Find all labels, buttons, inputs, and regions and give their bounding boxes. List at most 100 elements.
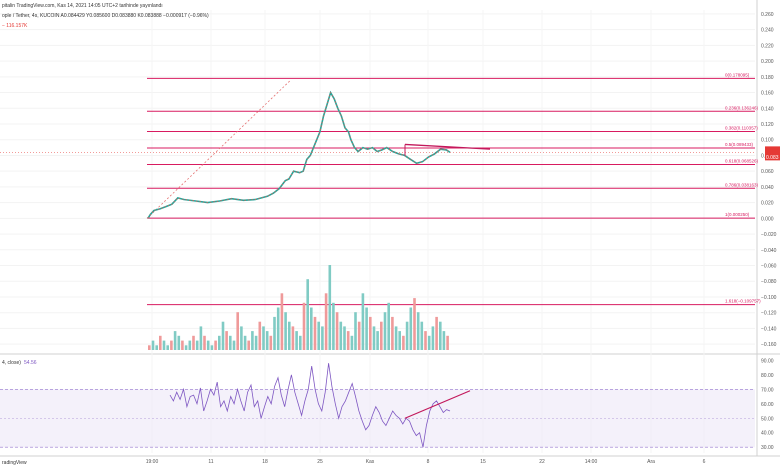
- price-badge: [765, 146, 780, 161]
- fib-level-label: 1.618(−0.109757): [725, 299, 761, 304]
- time-tick-label: 19:00: [146, 459, 159, 465]
- volume-bar: [258, 321, 262, 350]
- volume-bar: [284, 312, 287, 350]
- volume-bar: [170, 340, 173, 350]
- volume-bar: [446, 335, 449, 350]
- volume-bar: [203, 335, 206, 350]
- volume-bar: [328, 265, 332, 350]
- fib-level-label: 0.786(0.038163): [725, 182, 759, 187]
- volume-bar: [413, 298, 416, 350]
- volume-bar: [442, 331, 446, 350]
- volume-bar: [332, 302, 335, 350]
- volume-bar: [431, 326, 435, 350]
- price-tick-label: 0.060: [761, 169, 774, 175]
- volume-bar: [402, 335, 405, 350]
- volume-bar: [420, 321, 424, 350]
- volume-bar: [299, 335, 302, 350]
- volume-bar: [148, 345, 151, 350]
- price-tick-label: −0.020: [761, 232, 777, 238]
- volume-bar: [273, 316, 276, 350]
- volume-bar: [210, 345, 214, 350]
- price-tick-label: −0.160: [761, 342, 777, 348]
- volume-bar: [335, 312, 339, 350]
- rsi-line: [169, 363, 451, 448]
- resistance-trend-line: [404, 143, 491, 150]
- price-tick-label: −0.100: [761, 295, 777, 301]
- footer-brand: radingView: [2, 460, 27, 466]
- volume-bar: [391, 316, 394, 350]
- volume-bar: [166, 345, 169, 350]
- volume-bar: [236, 312, 239, 350]
- volume-bar: [177, 335, 181, 350]
- price-tick-label: 0.200: [761, 59, 774, 65]
- volume-bar: [346, 331, 350, 350]
- volume-bar: [361, 293, 365, 350]
- volume-bar: [276, 307, 280, 350]
- time-tick-label: 18: [262, 459, 268, 465]
- volume-bar: [405, 321, 409, 350]
- price-tick-label: 0.020: [761, 201, 774, 207]
- time-tick-label: Ara: [647, 459, 655, 465]
- volume-bar: [288, 321, 291, 350]
- price-tick-label: −0.080: [761, 279, 777, 285]
- volume-bar: [199, 326, 203, 350]
- fib-level-label: 0(0.178095): [725, 72, 750, 77]
- volume-bar: [269, 335, 273, 350]
- price-tick-label: 0.140: [761, 106, 774, 112]
- volume-bar: [265, 331, 269, 350]
- price-tick-label: 0.220: [761, 43, 774, 49]
- volume-bar: [262, 326, 265, 350]
- trend-dotted-line: [146, 80, 291, 219]
- rsi-tick-label: 40.00: [761, 431, 774, 437]
- rsi-tick-label: 30.00: [761, 445, 774, 451]
- time-tick-label: Kas: [366, 459, 375, 465]
- volume-bar: [439, 321, 442, 350]
- price-tick-label: 0.160: [761, 91, 774, 97]
- volume-bar: [192, 335, 195, 350]
- header-line-2: ople / Tether, 4s, KUCOIN A0.084429 Y0.0…: [2, 13, 209, 19]
- volume-bar: [181, 340, 184, 350]
- rsi-tick-label: 70.00: [761, 387, 774, 393]
- volume-bar: [350, 335, 354, 350]
- volume-bar: [310, 307, 313, 350]
- volume-bar: [317, 321, 320, 350]
- volume-bar: [291, 326, 295, 350]
- volume-bar: [251, 331, 254, 350]
- rsi-tick-label: 50.00: [761, 416, 774, 422]
- price-tick-label: 0.180: [761, 75, 774, 81]
- price-tick-label: −0.060: [761, 264, 777, 270]
- time-tick-label: 25: [317, 459, 323, 465]
- volume-bar: [295, 331, 298, 350]
- fib-level-label: 0.618(0.068526): [725, 158, 759, 163]
- volume-bar: [376, 331, 379, 350]
- volume-label: − 116.157K: [2, 23, 28, 29]
- volume-bar: [313, 316, 317, 350]
- volume-bar: [394, 326, 398, 350]
- volume-bar: [324, 293, 328, 350]
- volume-bar: [372, 326, 376, 350]
- volume-bar: [243, 335, 247, 350]
- volume-bar: [188, 340, 192, 350]
- volume-bar: [162, 340, 166, 350]
- price-tick-label: 0.100: [761, 138, 774, 144]
- volume-bar: [254, 335, 258, 350]
- volume-bar: [247, 340, 250, 350]
- price-tick-label: −0.120: [761, 311, 777, 317]
- volume-bar: [424, 331, 427, 350]
- time-tick-label: 15: [480, 459, 486, 465]
- time-tick-label: 22: [539, 459, 545, 465]
- volume-bar: [218, 335, 221, 350]
- volume-bar: [435, 316, 438, 350]
- rsi-tick-label: 80.00: [761, 373, 774, 379]
- volume-bar: [229, 335, 232, 350]
- time-tick-label: 14:00: [585, 459, 598, 465]
- price-badge-time: 03:54: [766, 162, 779, 168]
- rsi-indicator-name: 4, close): [2, 360, 21, 366]
- volume-bar: [240, 326, 243, 350]
- price-tick-label: −0.140: [761, 326, 777, 332]
- header-line-1: pitalin TradingView.com, Kas 14, 2021 14…: [2, 3, 163, 9]
- rsi-tick-label: 90.00: [761, 358, 774, 364]
- volume-bar: [184, 345, 188, 350]
